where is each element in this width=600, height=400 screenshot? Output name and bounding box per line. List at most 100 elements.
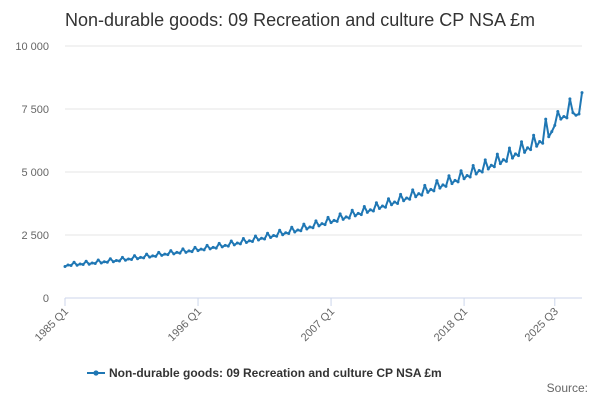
data-point[interactable] — [532, 133, 536, 137]
data-point[interactable] — [544, 117, 548, 121]
data-point[interactable] — [133, 254, 137, 258]
data-point[interactable] — [529, 148, 533, 152]
data-point[interactable] — [414, 195, 418, 199]
data-point[interactable] — [396, 202, 400, 205]
data-point[interactable] — [399, 192, 403, 196]
data-point[interactable] — [480, 170, 484, 174]
data-point[interactable] — [323, 223, 327, 227]
data-point[interactable] — [520, 140, 524, 144]
data-point[interactable] — [510, 156, 514, 160]
data-point[interactable] — [365, 210, 369, 214]
data-point[interactable] — [553, 123, 557, 127]
data-point[interactable] — [302, 222, 306, 226]
data-point[interactable] — [220, 245, 224, 249]
data-point[interactable] — [160, 253, 164, 257]
data-point[interactable] — [190, 250, 194, 254]
data-point[interactable] — [371, 209, 375, 213]
data-point[interactable] — [120, 255, 124, 259]
data-point[interactable] — [489, 163, 493, 167]
data-point[interactable] — [84, 259, 88, 263]
data-point[interactable] — [541, 141, 545, 145]
data-point[interactable] — [332, 218, 336, 222]
data-point[interactable] — [217, 241, 221, 245]
data-point[interactable] — [290, 225, 294, 229]
data-point[interactable] — [99, 261, 103, 265]
data-point[interactable] — [483, 158, 487, 162]
data-point[interactable] — [205, 243, 209, 247]
data-point[interactable] — [202, 248, 206, 252]
data-point[interactable] — [151, 254, 155, 258]
data-point[interactable] — [438, 186, 442, 190]
data-point[interactable] — [468, 175, 472, 179]
data-point[interactable] — [296, 228, 300, 232]
data-point[interactable] — [504, 159, 508, 163]
data-point[interactable] — [474, 172, 478, 176]
data-point[interactable] — [447, 174, 451, 178]
data-point[interactable] — [241, 237, 245, 241]
data-point[interactable] — [269, 236, 273, 240]
data-point[interactable] — [320, 222, 324, 226]
data-point[interactable] — [87, 262, 91, 266]
data-point[interactable] — [523, 150, 527, 154]
data-point[interactable] — [81, 262, 85, 266]
data-point[interactable] — [450, 182, 454, 186]
data-point[interactable] — [353, 214, 357, 218]
data-point[interactable] — [580, 91, 584, 95]
data-point[interactable] — [359, 213, 363, 217]
data-point[interactable] — [535, 144, 539, 148]
data-point[interactable] — [350, 208, 354, 212]
data-point[interactable] — [266, 231, 270, 235]
series-group[interactable] — [63, 91, 584, 268]
data-point[interactable] — [559, 117, 563, 121]
data-point[interactable] — [214, 246, 218, 250]
data-point[interactable] — [444, 184, 448, 188]
data-point[interactable] — [102, 260, 106, 264]
data-point[interactable] — [142, 256, 146, 260]
data-point[interactable] — [154, 254, 158, 258]
data-point[interactable] — [75, 263, 79, 267]
data-point[interactable] — [565, 116, 569, 120]
data-point[interactable] — [411, 188, 415, 192]
data-point[interactable] — [402, 199, 406, 203]
data-point[interactable] — [577, 112, 581, 116]
data-point[interactable] — [163, 252, 167, 256]
data-point[interactable] — [465, 174, 469, 178]
legend[interactable]: Non-durable goods: 09 Recreation and cul… — [87, 366, 442, 380]
data-point[interactable] — [417, 192, 421, 196]
data-point[interactable] — [435, 179, 439, 183]
data-point[interactable] — [187, 249, 191, 253]
data-point[interactable] — [338, 212, 342, 216]
data-point[interactable] — [538, 140, 542, 144]
data-point[interactable] — [326, 215, 330, 219]
data-point[interactable] — [232, 243, 236, 247]
data-point[interactable] — [405, 196, 409, 200]
data-point[interactable] — [293, 230, 297, 234]
data-point[interactable] — [471, 163, 475, 167]
data-point[interactable] — [281, 233, 285, 237]
data-point[interactable] — [547, 135, 551, 139]
data-point[interactable] — [263, 237, 267, 241]
data-point[interactable] — [196, 249, 200, 253]
data-point[interactable] — [462, 177, 466, 181]
data-point[interactable] — [108, 257, 112, 261]
data-point[interactable] — [181, 247, 185, 251]
data-point[interactable] — [72, 260, 76, 264]
data-point[interactable] — [208, 247, 212, 251]
data-point[interactable] — [356, 211, 360, 215]
data-point[interactable] — [429, 187, 433, 191]
data-point[interactable] — [562, 115, 566, 119]
data-point[interactable] — [166, 253, 170, 257]
data-point[interactable] — [495, 152, 499, 156]
data-point[interactable] — [90, 261, 94, 265]
data-point[interactable] — [459, 169, 463, 173]
data-point[interactable] — [117, 259, 121, 263]
data-point[interactable] — [111, 260, 115, 264]
data-point[interactable] — [341, 217, 345, 221]
data-point[interactable] — [387, 197, 390, 201]
data-point[interactable] — [66, 263, 70, 267]
data-point[interactable] — [492, 165, 496, 169]
data-point[interactable] — [368, 208, 372, 212]
data-point[interactable] — [199, 247, 203, 251]
data-point[interactable] — [130, 257, 134, 261]
data-point[interactable] — [347, 216, 351, 220]
